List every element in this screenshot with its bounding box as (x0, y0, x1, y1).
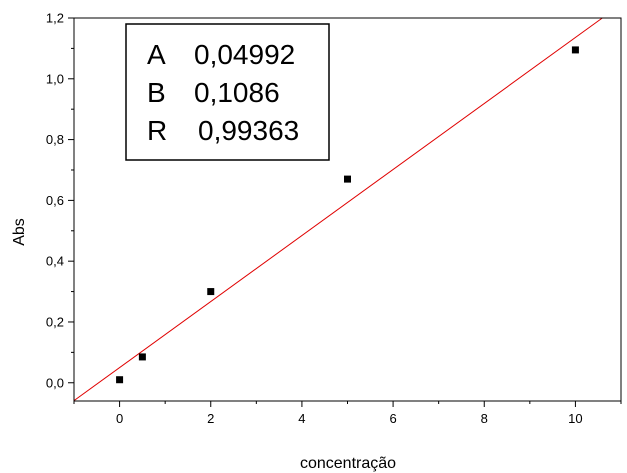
y-tick-label: 1,2 (46, 11, 64, 26)
x-tick-label: 4 (298, 411, 305, 426)
y-axis-title: Abs (11, 218, 28, 246)
x-tick-label: 10 (568, 411, 582, 426)
y-tick-label: 1,0 (46, 71, 64, 86)
data-point (207, 288, 215, 296)
stats-label-r: R (147, 115, 167, 146)
stats-value-a: 0,04992 (194, 39, 295, 70)
stats-value-b: 0,1086 (194, 77, 280, 108)
stats-box-border (125, 23, 330, 161)
x-tick-label: 6 (389, 411, 396, 426)
data-point (116, 376, 124, 384)
stats-label-a: A (147, 39, 166, 70)
ticks-layer: 0 2 4 6 8 10 0,0 0,2 0,4 0,6 0,8 1,0 1,2 (46, 11, 622, 426)
fit-line (73, 17, 603, 402)
plot-frame (73, 17, 622, 402)
y-tick-label: 0,4 (46, 254, 64, 269)
x-tick-label: 2 (207, 411, 214, 426)
x-axis-title: concentração (300, 455, 396, 472)
data-point (138, 353, 146, 361)
stats-label-b: B (147, 77, 166, 108)
data-points-layer (116, 46, 579, 384)
y-tick-label: 0,6 (46, 193, 64, 208)
stats-box: A 0,04992 B 0,1086 R 0,99363 (125, 23, 330, 161)
y-tick-label: 0,0 (46, 375, 64, 390)
data-point (344, 175, 351, 183)
y-tick-label: 0,8 (46, 132, 64, 147)
stats-value-r: 0,99363 (198, 115, 299, 146)
x-tick-label: 8 (481, 411, 488, 426)
plot-border (73, 17, 622, 402)
data-point (571, 46, 579, 54)
x-tick-label: 0 (116, 411, 123, 426)
y-tick-label: 0,2 (46, 314, 64, 329)
fit-line-layer (73, 17, 603, 402)
